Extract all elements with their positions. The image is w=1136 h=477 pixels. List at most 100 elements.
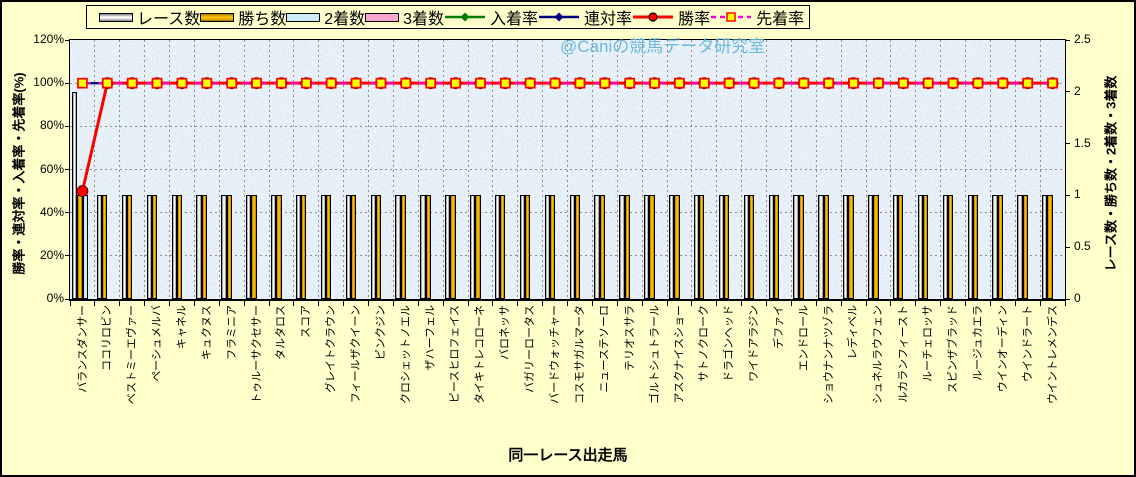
category-label: ペーシュメルバ	[151, 305, 164, 382]
right-axis-tick-label: 1	[1074, 187, 1081, 202]
left-axis-tick	[65, 39, 69, 41]
legend-item-win-rate: 勝率	[632, 5, 710, 29]
bar-races	[544, 195, 550, 299]
legend-swatch-seconds	[286, 12, 321, 22]
bar-wins	[649, 195, 655, 299]
gridline-v	[915, 40, 917, 299]
x-axis-tick	[193, 301, 195, 306]
x-axis-tick	[69, 301, 71, 306]
bar-wins	[375, 195, 382, 299]
gridline-v	[790, 40, 792, 299]
bar-races	[644, 195, 650, 299]
category-label: エンドロール	[797, 305, 810, 371]
x-axis-tick	[144, 301, 146, 306]
category-label: ショウナンナツゾラ	[822, 305, 835, 404]
gridline-v	[318, 40, 320, 299]
bar-wins	[1022, 195, 1028, 299]
x-axis-tick	[716, 301, 718, 306]
bar-wins	[276, 195, 282, 299]
bar-races	[96, 195, 103, 299]
bar-races	[121, 195, 128, 299]
x-axis-tick	[1039, 301, 1041, 306]
gridline-v	[591, 40, 593, 299]
bar-races	[818, 195, 824, 299]
category-label: キュクヌス	[200, 305, 213, 360]
x-axis-tick	[318, 301, 320, 306]
x-axis-tick	[940, 301, 942, 306]
left-axis-tick-label: 60%	[39, 161, 64, 176]
legend-item-first-rate: 先着率	[710, 5, 804, 29]
bar-wins	[326, 195, 332, 299]
category-label: ベストミーエヴァー	[126, 305, 139, 405]
category-label: サトノクローク	[698, 305, 711, 382]
bar-races	[221, 195, 227, 299]
right-axis-tick	[1066, 39, 1070, 41]
watermark: @Caniの競馬データ研究室	[560, 37, 766, 56]
category-label: ザハーフェル	[424, 305, 437, 371]
gridline-v	[169, 40, 170, 299]
category-label: ココリロビン	[101, 305, 114, 371]
right-axis-tick-label: 2	[1074, 83, 1081, 98]
gridline-v	[268, 40, 270, 299]
right-axis-tick	[1066, 143, 1070, 145]
gridline-v	[343, 40, 345, 299]
gridline-v	[442, 40, 444, 299]
gridline-v	[666, 40, 668, 299]
bar-wins	[848, 195, 854, 299]
legend-label-in3-rate: 入着率	[490, 11, 539, 28]
bar-races	[445, 195, 451, 299]
bar-races	[569, 195, 575, 299]
bar-races	[395, 195, 401, 299]
category-label: ルカランフィースト	[897, 305, 910, 403]
bar-races	[843, 195, 849, 299]
category-label: ピースヒロフェイス	[449, 305, 462, 404]
legend-item-seconds: 2着数	[286, 5, 365, 29]
bar-races	[768, 195, 774, 299]
gridline-v	[616, 40, 618, 299]
bar-wins	[972, 195, 979, 299]
category-label: タルタロス	[275, 305, 288, 360]
bar-races	[892, 195, 899, 299]
bar-races	[992, 195, 998, 299]
gridline-v	[243, 40, 245, 299]
legend: レース数 勝ち数 2着数 3着数 入着率 連対率 勝率 先着率	[86, 5, 810, 29]
bar-races	[271, 195, 277, 299]
bar-races	[246, 195, 252, 299]
legend-item-in3-rate: 入着率	[444, 5, 538, 29]
right-axis-tick	[1066, 194, 1070, 196]
right-axis-title: レース数・勝ち数・2着数・3着数	[1103, 75, 1119, 272]
legend-marker-win-rate	[648, 12, 658, 22]
bar-seconds	[82, 195, 88, 299]
gridline-v	[368, 40, 369, 299]
x-axis-tick	[218, 301, 220, 306]
bar-races	[420, 195, 426, 299]
category-label: バランスダンサー	[76, 305, 89, 393]
bar-wins	[724, 195, 730, 299]
left-axis-tick-label: 0%	[46, 291, 64, 305]
bar-races	[295, 195, 302, 299]
gridline-v	[716, 40, 718, 299]
x-axis-title: 同一レース出走馬	[508, 447, 628, 464]
legend-swatch-thirds	[365, 12, 400, 22]
bar-races	[693, 195, 700, 299]
right-axis-tick-label: 2.5	[1074, 32, 1091, 46]
bar-races	[619, 195, 625, 299]
right-axis-tick-label: 0	[1074, 291, 1081, 305]
gridline-v	[542, 40, 544, 299]
bar-wins	[425, 195, 431, 299]
gridline-v	[218, 40, 220, 299]
x-axis-tick	[790, 301, 792, 306]
gridline-v	[766, 40, 767, 299]
left-axis-tick	[65, 298, 69, 300]
bar-races	[470, 195, 476, 299]
gridline-v	[392, 40, 394, 299]
bar-wins	[301, 195, 307, 299]
x-axis-tick	[467, 301, 469, 306]
right-axis-tick	[1066, 298, 1070, 300]
gridline-v	[989, 40, 991, 299]
legend-marker-in3-rate	[460, 12, 470, 22]
gridline-v	[144, 40, 146, 299]
bar-races	[1042, 195, 1048, 299]
bar-wins	[525, 195, 531, 299]
x-axis-tick	[542, 301, 544, 306]
